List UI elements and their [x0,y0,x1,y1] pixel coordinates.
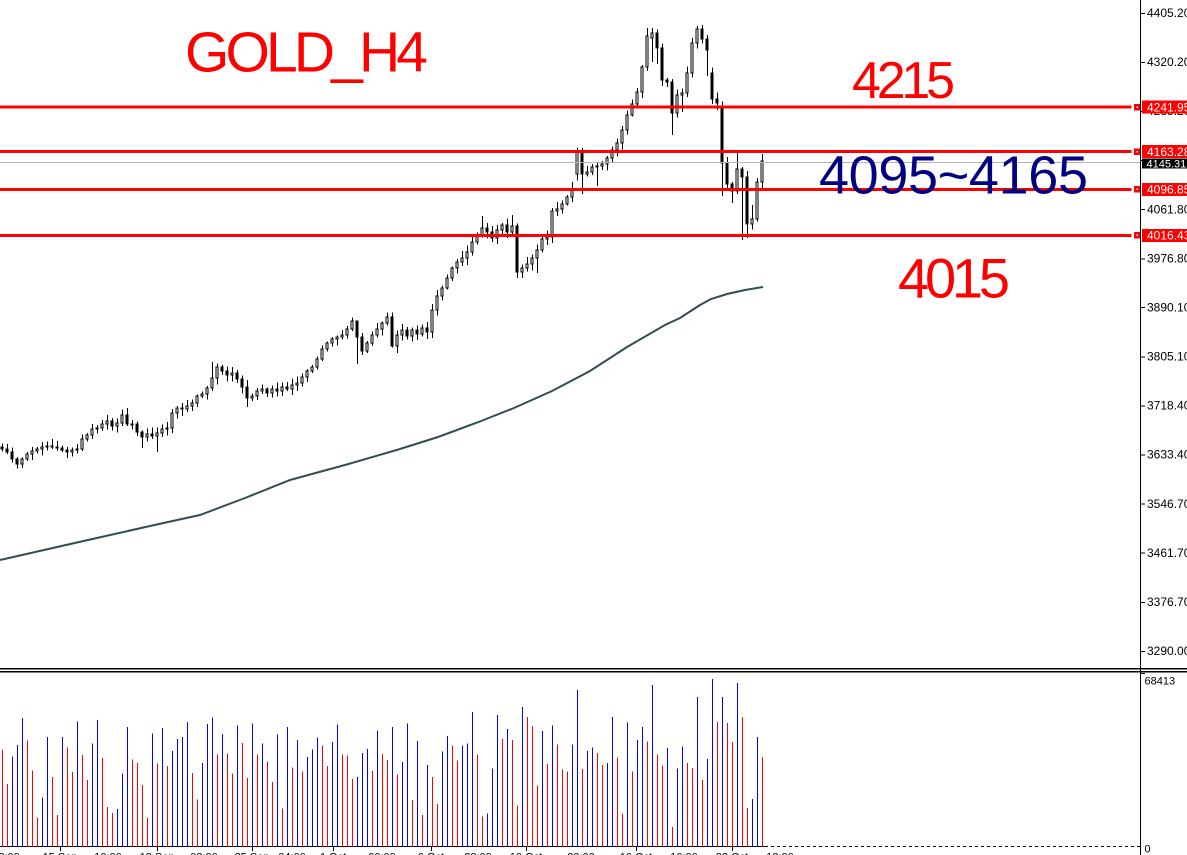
svg-text:4096.85: 4096.85 [1147,183,1187,197]
svg-text:4015: 4015 [898,247,1010,310]
svg-text:10:00: 10:00 [94,852,122,855]
svg-text:4163.28: 4163.28 [1147,145,1187,159]
svg-text:3633.40: 3633.40 [1147,448,1187,462]
svg-text:10 Oct: 10 Oct [510,852,542,855]
svg-text:1 Oct: 1 Oct [320,852,346,855]
svg-text:3976.80: 3976.80 [1147,252,1187,266]
svg-text:20:00: 20:00 [567,852,595,855]
svg-text:4145.31: 4145.31 [1147,158,1187,170]
svg-text:GOLD_H4: GOLD_H4 [185,21,428,85]
svg-text:12:00: 12:00 [0,852,20,855]
svg-text:16:00: 16:00 [670,852,698,855]
svg-text:4320.20: 4320.20 [1147,55,1187,69]
svg-text:3890.10: 3890.10 [1147,300,1187,314]
svg-text:0: 0 [1145,844,1151,855]
svg-text:18 Sep: 18 Sep [140,852,175,855]
svg-text:00:00: 00:00 [368,852,396,855]
svg-text:4215: 4215 [852,52,955,110]
svg-text:12:00: 12:00 [766,852,794,855]
svg-text:4016.43: 4016.43 [1147,229,1187,243]
svg-text:3290.00: 3290.00 [1147,644,1187,658]
svg-text:22 Oct: 22 Oct [716,852,748,855]
svg-text:6 Oct: 6 Oct [418,852,444,855]
svg-text:22:00: 22:00 [464,852,492,855]
svg-text:3461.70: 3461.70 [1147,546,1187,560]
svg-text:4241.95: 4241.95 [1147,100,1187,114]
svg-text:4405.20: 4405.20 [1147,6,1187,20]
svg-text:4095~4165: 4095~4165 [819,146,1088,206]
svg-text:16 Oct: 16 Oct [620,852,652,855]
svg-text:68413: 68413 [1145,676,1176,688]
svg-text:02:00: 02:00 [190,852,218,855]
svg-text:04:00: 04:00 [278,852,306,855]
svg-text:3718.40: 3718.40 [1147,399,1187,413]
svg-text:15 Sep: 15 Sep [43,852,78,855]
svg-text:3546.70: 3546.70 [1147,497,1187,511]
svg-text:3805.10: 3805.10 [1147,350,1187,364]
svg-text:3376.70: 3376.70 [1147,595,1187,609]
svg-text:25 Sep: 25 Sep [235,852,270,855]
svg-text:4061.80: 4061.80 [1147,202,1187,216]
